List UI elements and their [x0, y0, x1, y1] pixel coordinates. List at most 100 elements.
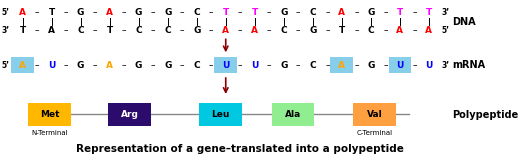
- Text: Representation of a gene–translated into a polypeptide: Representation of a gene–translated into…: [76, 144, 404, 154]
- Text: Polypeptide: Polypeptide: [452, 110, 519, 120]
- Text: C-Terminal: C-Terminal: [357, 130, 393, 136]
- Text: 3’: 3’: [2, 26, 10, 35]
- Text: G: G: [280, 8, 288, 17]
- Text: –: –: [151, 26, 155, 35]
- Text: A: A: [19, 8, 26, 17]
- Text: A: A: [222, 26, 229, 35]
- Text: C: C: [135, 26, 142, 35]
- Text: C: C: [194, 8, 200, 17]
- Text: –: –: [64, 8, 69, 17]
- Text: –: –: [209, 61, 213, 70]
- Text: A: A: [396, 26, 403, 35]
- Text: U: U: [222, 61, 230, 70]
- Text: –: –: [35, 26, 39, 35]
- Text: A: A: [19, 61, 26, 70]
- Text: –: –: [412, 61, 417, 70]
- Text: –: –: [122, 8, 127, 17]
- Text: –: –: [383, 8, 388, 17]
- Text: G: G: [309, 26, 316, 35]
- FancyBboxPatch shape: [11, 57, 34, 73]
- Text: G: G: [77, 61, 84, 70]
- Text: G: G: [77, 8, 84, 17]
- Text: G: G: [135, 8, 142, 17]
- Text: T: T: [107, 26, 113, 35]
- Text: –: –: [35, 8, 39, 17]
- Text: –: –: [267, 61, 271, 70]
- Text: –: –: [412, 26, 417, 35]
- Text: T: T: [426, 8, 432, 17]
- Text: 5’: 5’: [2, 61, 10, 70]
- Text: Met: Met: [40, 110, 60, 119]
- Text: 3’: 3’: [441, 8, 450, 17]
- Text: –: –: [180, 26, 185, 35]
- Text: –: –: [267, 8, 271, 17]
- Text: 5’: 5’: [2, 8, 10, 17]
- Text: G: G: [367, 8, 374, 17]
- Text: –: –: [151, 61, 155, 70]
- FancyBboxPatch shape: [108, 103, 151, 126]
- Text: A: A: [425, 26, 433, 35]
- Text: T: T: [252, 8, 258, 17]
- FancyBboxPatch shape: [28, 103, 71, 126]
- Text: –: –: [325, 8, 329, 17]
- Text: –: –: [64, 61, 69, 70]
- Text: U: U: [425, 61, 433, 70]
- Text: Arg: Arg: [121, 110, 139, 119]
- FancyBboxPatch shape: [271, 103, 314, 126]
- Text: T: T: [339, 26, 345, 35]
- Text: –: –: [209, 8, 213, 17]
- Text: C: C: [194, 61, 200, 70]
- Text: G: G: [164, 8, 172, 17]
- Text: –: –: [122, 26, 127, 35]
- Text: T: T: [223, 8, 229, 17]
- Text: –: –: [412, 8, 417, 17]
- Text: 5’: 5’: [441, 26, 450, 35]
- Text: DNA: DNA: [452, 16, 476, 27]
- Text: T: T: [19, 26, 26, 35]
- Text: –: –: [267, 26, 271, 35]
- Text: C: C: [310, 61, 316, 70]
- Text: T: T: [397, 8, 403, 17]
- Text: G: G: [193, 26, 200, 35]
- Text: mRNA: mRNA: [452, 60, 486, 70]
- Text: U: U: [396, 61, 404, 70]
- Text: Leu: Leu: [211, 110, 230, 119]
- Text: C: C: [164, 26, 171, 35]
- Text: –: –: [354, 26, 359, 35]
- FancyBboxPatch shape: [389, 57, 411, 73]
- Text: –: –: [296, 61, 301, 70]
- Text: A: A: [251, 26, 258, 35]
- Text: –: –: [238, 26, 243, 35]
- Text: –: –: [354, 61, 359, 70]
- Text: –: –: [325, 61, 329, 70]
- Text: N-Terminal: N-Terminal: [31, 130, 68, 136]
- Text: 3’: 3’: [441, 61, 450, 70]
- Text: T: T: [49, 8, 55, 17]
- FancyBboxPatch shape: [214, 57, 237, 73]
- Text: –: –: [35, 61, 39, 70]
- Text: G: G: [367, 61, 374, 70]
- Text: –: –: [180, 8, 185, 17]
- Text: –: –: [383, 61, 388, 70]
- Text: –: –: [296, 8, 301, 17]
- Text: –: –: [325, 26, 329, 35]
- Text: A: A: [106, 8, 113, 17]
- Text: –: –: [180, 61, 185, 70]
- Text: –: –: [93, 8, 97, 17]
- FancyBboxPatch shape: [199, 103, 242, 126]
- Text: –: –: [93, 26, 97, 35]
- Text: A: A: [338, 8, 345, 17]
- Text: U: U: [48, 61, 55, 70]
- Text: U: U: [251, 61, 258, 70]
- Text: A: A: [338, 61, 345, 70]
- Text: –: –: [64, 26, 69, 35]
- Text: G: G: [135, 61, 142, 70]
- Text: C: C: [368, 26, 374, 35]
- Text: –: –: [354, 8, 359, 17]
- Text: C: C: [280, 26, 287, 35]
- Text: Val: Val: [367, 110, 382, 119]
- Text: Ala: Ala: [285, 110, 301, 119]
- Text: A: A: [48, 26, 55, 35]
- Text: A: A: [106, 61, 113, 70]
- Text: –: –: [238, 61, 243, 70]
